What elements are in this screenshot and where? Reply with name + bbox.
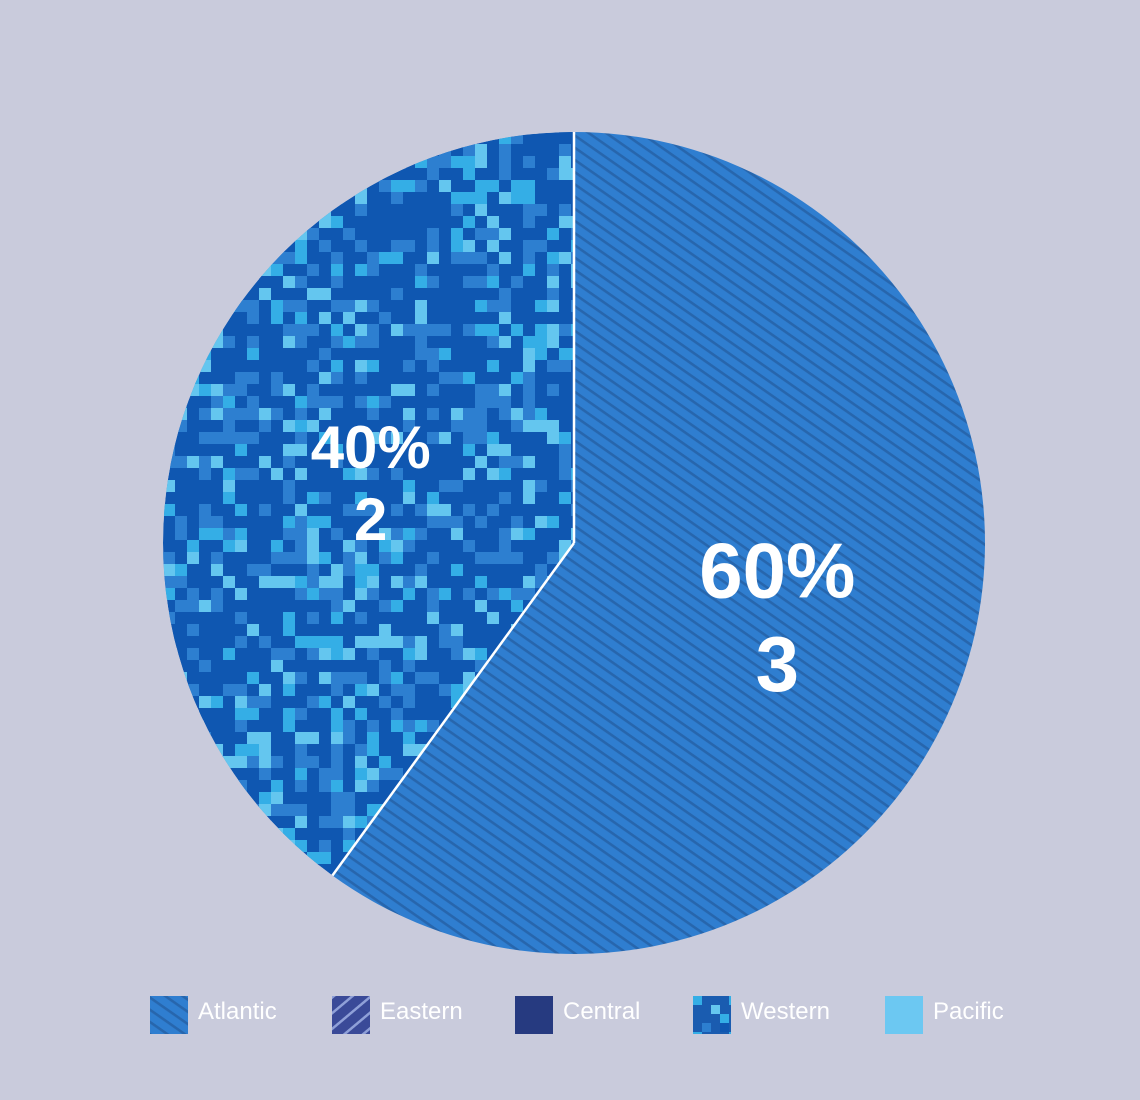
legend-swatch-western xyxy=(693,996,731,1034)
legend-item-western: Western xyxy=(693,990,863,1034)
legend-swatch-atlantic xyxy=(150,996,188,1034)
legend-label-central: Central xyxy=(563,998,641,1025)
legend-label-atlantic: Atlantic xyxy=(198,998,277,1025)
legend-item-pacific: Pacific xyxy=(885,990,1055,1034)
slice-western-count-label: 2 xyxy=(354,486,387,553)
legend-label-pacific: Pacific xyxy=(933,998,1004,1025)
legend-item-central: Central xyxy=(515,990,685,1034)
slice-atlantic xyxy=(332,132,985,954)
slice-atlantic-percent-label: 60% xyxy=(699,526,855,614)
legend-label-eastern: Eastern xyxy=(380,998,463,1025)
legend-label-western: Western xyxy=(741,998,830,1025)
legend-item-atlantic: Atlantic xyxy=(150,990,320,1034)
slice-western-percent-label: 40% xyxy=(311,414,431,481)
legend: Atlantic Eastern Central Western Pacific xyxy=(150,990,1050,1040)
slice-divider xyxy=(331,542,576,877)
legend-swatch-pacific xyxy=(885,996,923,1034)
legend-item-eastern: Eastern xyxy=(332,990,502,1034)
legend-swatch-eastern xyxy=(332,996,370,1034)
legend-swatch-central xyxy=(515,996,553,1034)
slice-atlantic-count-label: 3 xyxy=(756,620,799,708)
